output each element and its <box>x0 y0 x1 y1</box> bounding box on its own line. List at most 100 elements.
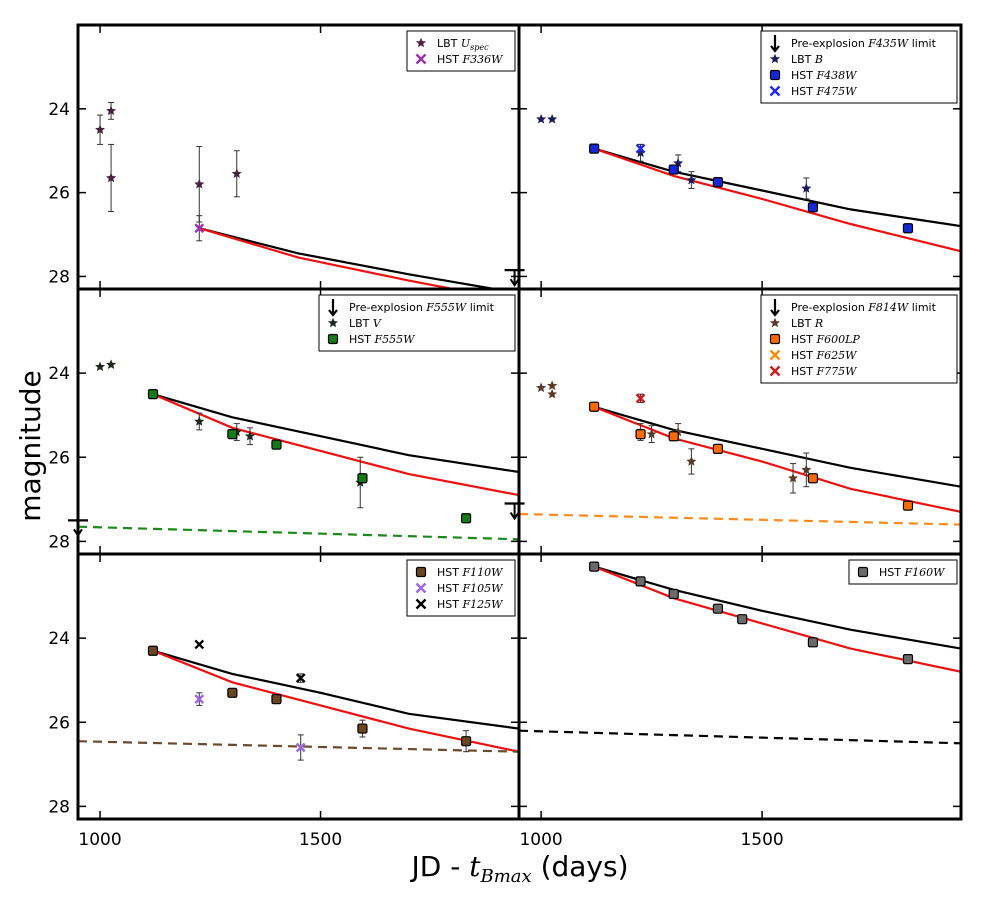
point-marker <box>807 202 819 213</box>
point-marker <box>231 168 242 179</box>
legend-entry: Pre-explosion F814W limit <box>770 299 937 317</box>
point-marker <box>194 694 205 704</box>
data-point <box>194 412 205 431</box>
y-axis-label: magnitude <box>14 370 47 521</box>
legend-entry: HST F475W <box>769 85 858 98</box>
detection-limit-line-2 <box>519 729 961 745</box>
legend-entry: LBT R <box>769 317 823 330</box>
data-point <box>194 146 205 223</box>
point-marker <box>589 401 600 412</box>
x-axis-label-sub: Bmax <box>479 866 531 887</box>
point-marker <box>227 687 238 698</box>
point-marker <box>589 561 600 572</box>
legend-marker <box>769 69 781 81</box>
data-point <box>227 687 238 698</box>
legend-entry: LBT B <box>769 53 823 66</box>
legend-label: HST F336W <box>437 53 504 66</box>
y-tick-label: 24 <box>48 100 70 120</box>
data-point <box>295 673 306 683</box>
data-point <box>194 639 205 650</box>
legend-marker <box>769 85 781 97</box>
point-marker <box>635 393 646 404</box>
model-line-1 <box>593 565 961 673</box>
model-line-0 <box>593 147 961 228</box>
panel-frame <box>517 552 963 821</box>
model-line-1 <box>152 393 519 497</box>
point-marker <box>737 614 748 625</box>
point-marker <box>801 183 812 193</box>
data-point <box>95 114 106 145</box>
data-point <box>194 215 205 242</box>
data-point <box>244 427 256 446</box>
data-point <box>635 143 646 154</box>
legend-frame <box>406 30 516 72</box>
y-tick-label: 26 <box>48 184 70 204</box>
legend: HST F110W HST F105W HST F125W <box>406 559 516 617</box>
legend: Pre-explosion F435W limit LBT B HST F438W H… <box>760 30 958 104</box>
data-point <box>547 388 558 399</box>
data-point <box>357 719 368 738</box>
point-marker <box>788 473 799 483</box>
data-point <box>547 380 558 391</box>
point-marker <box>244 430 256 441</box>
point-marker <box>902 654 914 665</box>
x-tick-label: 1500 <box>299 830 342 850</box>
point-marker <box>668 164 679 175</box>
data-point <box>668 164 679 175</box>
legend-marker <box>415 37 427 48</box>
legend-label: LBT R <box>791 317 823 330</box>
legend-entry: HST F438W <box>769 69 858 82</box>
plot-area <box>519 561 961 745</box>
data-point <box>712 177 724 188</box>
data-point <box>801 177 812 200</box>
data-point <box>106 359 117 370</box>
legend-marker <box>769 365 781 377</box>
y-tick-label: 26 <box>48 713 70 733</box>
y-tick-label: 24 <box>48 629 70 649</box>
legend-label: Pre-explosion F555W limit <box>349 301 495 314</box>
model-line-1 <box>593 405 961 513</box>
point-marker <box>547 114 558 124</box>
legend: HST F160W <box>848 559 958 585</box>
x-axis-label-suffix: (days) <box>532 850 629 883</box>
data-point <box>737 614 748 625</box>
legend-entry: LBT Uspec <box>415 37 489 52</box>
point-marker <box>106 105 117 116</box>
legend-marker <box>415 53 427 65</box>
legend-label: Pre-explosion F435W limit <box>791 37 937 50</box>
detection-limit-line-2 <box>78 740 519 753</box>
data-point <box>712 603 724 614</box>
point-marker <box>460 736 472 747</box>
data-point <box>227 429 238 440</box>
panel-middle-right: Pre-explosion F814W limit LBT R HST F600LP… <box>504 287 963 556</box>
point-marker <box>646 428 657 439</box>
point-marker <box>712 603 724 614</box>
data-point <box>686 448 697 475</box>
data-point <box>589 401 600 412</box>
legend-label: HST F775W <box>791 365 858 378</box>
data-point <box>902 500 914 511</box>
panel-bottom-left: 24 26 28 1000 1500 HST F110W HST F105W HST F125… <box>48 552 521 850</box>
x-tick-label: 1000 <box>78 830 121 850</box>
y-tick-label: 28 <box>48 532 70 552</box>
point-marker <box>147 645 159 656</box>
legend-marker <box>327 317 339 328</box>
data-point <box>801 452 812 488</box>
model-line-0 <box>593 405 961 488</box>
point-marker <box>147 389 159 400</box>
limit-arrow <box>509 503 520 521</box>
legend-frame <box>318 294 516 352</box>
legend-entry: HST F105W <box>415 582 504 595</box>
data-point <box>686 171 697 189</box>
plot-area <box>536 114 961 253</box>
legend-entry: HST F555W <box>327 333 416 346</box>
point-marker <box>807 637 819 648</box>
y-tick-label: 28 <box>48 267 70 287</box>
legend-entry: HST F775W <box>769 365 858 378</box>
data-point <box>536 382 547 393</box>
y-tick-label: 24 <box>48 364 70 384</box>
data-point <box>635 393 646 404</box>
